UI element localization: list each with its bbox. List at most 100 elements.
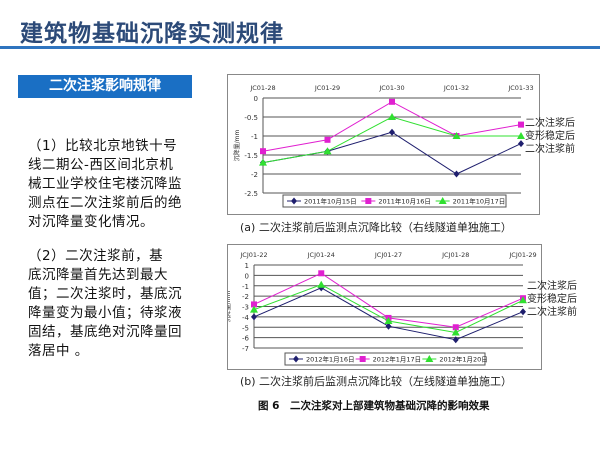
chart-b-caption: (b) 二次注浆前后监测点沉降比较（左线隧道单独施工）	[240, 375, 513, 388]
x-tick-label: JC01-28	[249, 84, 275, 92]
triangle-marker	[519, 296, 527, 304]
diamond-marker	[520, 308, 526, 316]
y-axis-label: 沉降量/mm	[233, 129, 241, 161]
triangle-marker	[250, 305, 258, 313]
legend-label: 2012年1月16日	[306, 355, 354, 364]
annotation: 二次注浆前	[525, 144, 575, 155]
y-tick-label: -1	[242, 283, 249, 291]
y-tick-label: 0	[254, 95, 258, 103]
x-tick-label: JC01-30	[378, 84, 404, 92]
x-tick-label: JCJ01-27	[374, 251, 402, 259]
y-tick-label: -1.5	[244, 152, 258, 160]
square-marker	[318, 270, 325, 277]
legend-label: 2012年1月17日	[373, 355, 421, 364]
annotation: 变形稳定后	[527, 294, 577, 305]
square-marker	[518, 121, 524, 128]
annotation: 变形稳定后	[525, 131, 575, 142]
square-marker	[389, 98, 395, 105]
chart-a-annotations: 二次注浆后 变形稳定后 二次注浆前	[525, 117, 575, 156]
text-line: 落居中 。	[28, 343, 89, 359]
annotation: 二次注浆后	[527, 281, 577, 292]
y-tick-label: -2	[251, 171, 258, 179]
chart-b: 1 0 -1 -2 -3 -4 -5 -6 -7 沉降量/mm JCJ01-22 JCJ01-24 JC…	[224, 251, 537, 366]
y-tick-label: -1	[251, 133, 258, 141]
y-tick-label: -5	[242, 324, 249, 332]
diamond-marker	[291, 197, 297, 205]
x-tick-label: JC01-32	[443, 84, 469, 92]
y-tick-label: -6	[242, 335, 250, 343]
figure-caption: 图 6 二次注浆对上部建筑物基础沉降的影响效果	[258, 400, 490, 412]
text-line: （1）比较北京地铁十号	[28, 138, 178, 154]
annotation: 二次注浆前	[527, 307, 577, 318]
y-tick-label: -7	[242, 345, 249, 353]
square-marker	[251, 301, 257, 308]
triangle-marker	[438, 197, 447, 204]
text-line: 底沉降量首先达到最大	[28, 267, 168, 283]
diamond-marker	[452, 336, 459, 344]
chart-a-frame: 0 -0.5 -1 -1.5 -2 -2.5 沉降量/mm JC01-28 JC01-29 JC0…	[227, 74, 540, 215]
diamond-marker	[251, 313, 257, 321]
chart-b-annotations: 二次注浆后 变形稳定后 二次注浆前	[527, 280, 577, 319]
diamond-marker	[389, 128, 395, 136]
square-marker	[365, 198, 372, 204]
triangle-marker	[323, 147, 332, 155]
legend-label: 2011年10月15日	[304, 197, 357, 206]
chart-a-caption: (a) 二次注浆前后监测点沉降比较（右线隧道单独施工）	[240, 221, 512, 234]
y-tick-label: -0.5	[244, 114, 258, 122]
square-marker	[359, 356, 366, 362]
text-line: 值；二次注浆时，基底沉	[28, 286, 182, 302]
y-tick-label: -3	[242, 304, 249, 312]
y-tick-label: -2.5	[244, 190, 258, 198]
text-line: 降量变为最小值；待浆液	[28, 305, 182, 321]
text-line: 固结，基底绝对沉降量回	[28, 324, 182, 340]
legend-box	[284, 352, 486, 366]
triangle-marker	[517, 132, 525, 139]
y-axis-label: 沉降量/mm	[228, 290, 232, 322]
square-marker	[452, 324, 459, 331]
annotation: 二次注浆后	[525, 118, 575, 129]
legend-label: 2011年10月16日	[378, 197, 431, 206]
legend-label: 2012年1月20日	[439, 355, 487, 364]
title-divider	[0, 46, 600, 49]
y-tick-label: 1	[245, 262, 249, 270]
diamond-marker	[518, 140, 524, 148]
text-line: 械工业学校住宅楼沉降监	[28, 176, 182, 192]
series-line	[262, 101, 522, 152]
chart-a: 0 -0.5 -1 -1.5 -2 -2.5 沉降量/mm JC01-28 JC01-29 JC0…	[233, 84, 534, 208]
series-line	[253, 287, 524, 341]
legend-box	[282, 194, 507, 208]
text-line: 测点在二次注浆前后的绝	[28, 195, 182, 211]
diamond-marker	[385, 322, 392, 330]
section-heading: 二次注浆影响规律	[18, 75, 192, 98]
triangle-marker	[259, 158, 267, 166]
legend-label: 2011年10月17日	[453, 197, 506, 206]
triangle-marker	[388, 113, 396, 120]
diamond-marker	[453, 170, 460, 178]
y-tick-label: -4	[242, 314, 250, 322]
triangle-marker	[317, 280, 326, 288]
x-tick-label: JCJ01-28	[441, 251, 469, 259]
triangle-marker	[451, 328, 460, 336]
paragraph-2: （2）二次注浆前，基 底沉降量首先达到最大 值；二次注浆时，基底沉 降量变为最小…	[28, 247, 208, 361]
text-line: 线二期公-西区间北京机	[28, 157, 174, 173]
x-tick-label: JC01-33	[507, 84, 533, 92]
text-line: 对沉降量变化情况。	[28, 214, 154, 230]
diamond-marker	[293, 355, 299, 363]
y-tick-label: 0	[245, 272, 249, 280]
triangle-marker	[452, 132, 461, 139]
triangle-marker	[425, 355, 434, 362]
x-tick-label: JCJ01-22	[239, 251, 267, 259]
paragraph-1: （1）比较北京地铁十号 线二期公-西区间北京机 械工业学校住宅楼沉降监 测点在二…	[28, 137, 208, 232]
text-line: （2）二次注浆前，基	[28, 248, 164, 264]
y-tick-label: -2	[242, 293, 249, 301]
slide-title: 建筑物基础沉降实测规律	[20, 21, 284, 47]
chart-b-frame: 1 0 -1 -2 -3 -4 -5 -6 -7 沉降量/mm JCJ01-22 JCJ01-24 JC…	[224, 244, 542, 370]
triangle-marker	[384, 317, 393, 325]
square-marker	[324, 136, 331, 143]
x-tick-label: JCJ01-24	[307, 251, 335, 259]
series-line	[262, 131, 522, 175]
x-tick-label: JCJ01-29	[508, 251, 536, 259]
x-tick-label: JC01-29	[314, 84, 340, 92]
series-line	[262, 116, 521, 164]
square-marker	[260, 148, 266, 155]
